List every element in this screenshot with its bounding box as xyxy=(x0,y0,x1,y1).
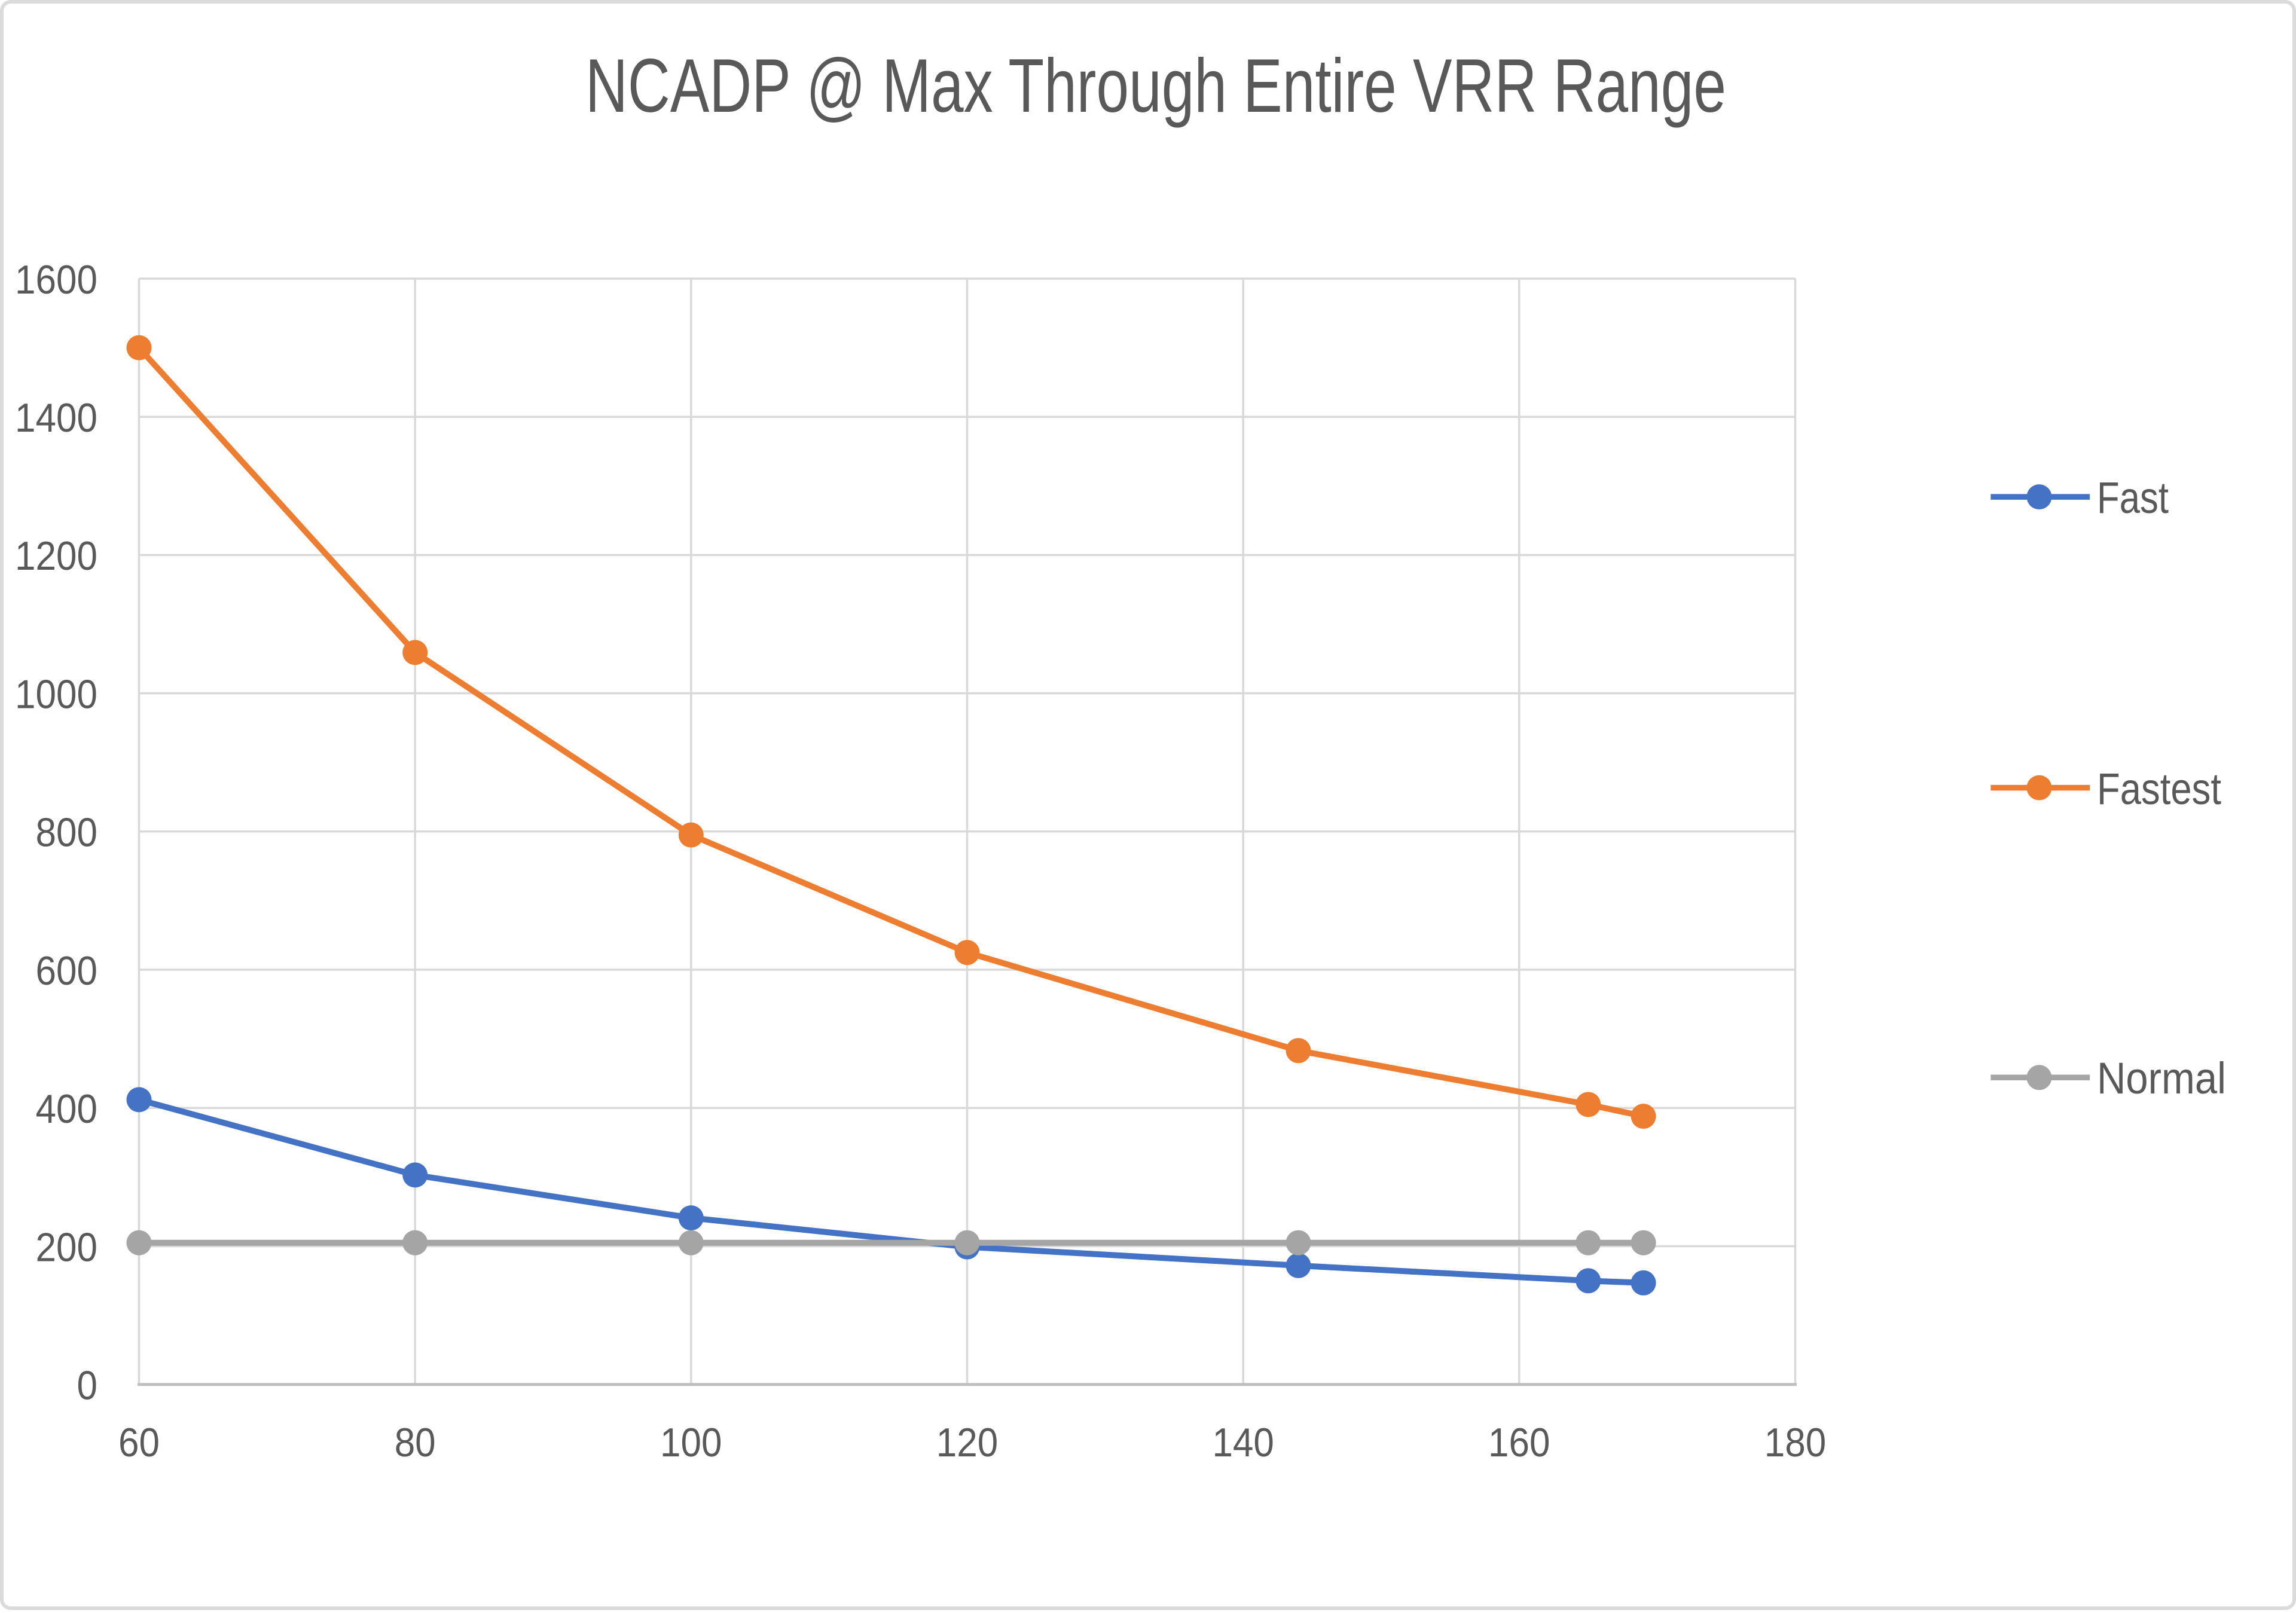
svg-text:200: 200 xyxy=(36,1224,98,1270)
svg-text:120: 120 xyxy=(936,1420,999,1465)
svg-text:180: 180 xyxy=(1764,1420,1827,1465)
svg-text:1400: 1400 xyxy=(15,395,97,441)
svg-text:60: 60 xyxy=(118,1420,160,1465)
svg-text:160: 160 xyxy=(1488,1420,1550,1465)
svg-text:400: 400 xyxy=(36,1086,98,1132)
svg-text:Fastest: Fastest xyxy=(2097,764,2221,814)
svg-text:80: 80 xyxy=(395,1420,436,1465)
svg-text:1000: 1000 xyxy=(15,671,97,717)
svg-text:1600: 1600 xyxy=(15,257,97,303)
svg-text:Normal: Normal xyxy=(2097,1053,2226,1103)
svg-text:140: 140 xyxy=(1212,1420,1274,1465)
svg-text:800: 800 xyxy=(36,810,98,856)
svg-text:0: 0 xyxy=(77,1363,98,1409)
svg-text:Fast: Fast xyxy=(2097,473,2169,523)
svg-text:1200: 1200 xyxy=(15,533,97,579)
svg-text:600: 600 xyxy=(36,948,98,994)
svg-text:NCADP @ Max Through Entire VRR: NCADP @ Max Through Entire VRR Range xyxy=(585,43,1726,128)
svg-text:100: 100 xyxy=(660,1420,722,1465)
